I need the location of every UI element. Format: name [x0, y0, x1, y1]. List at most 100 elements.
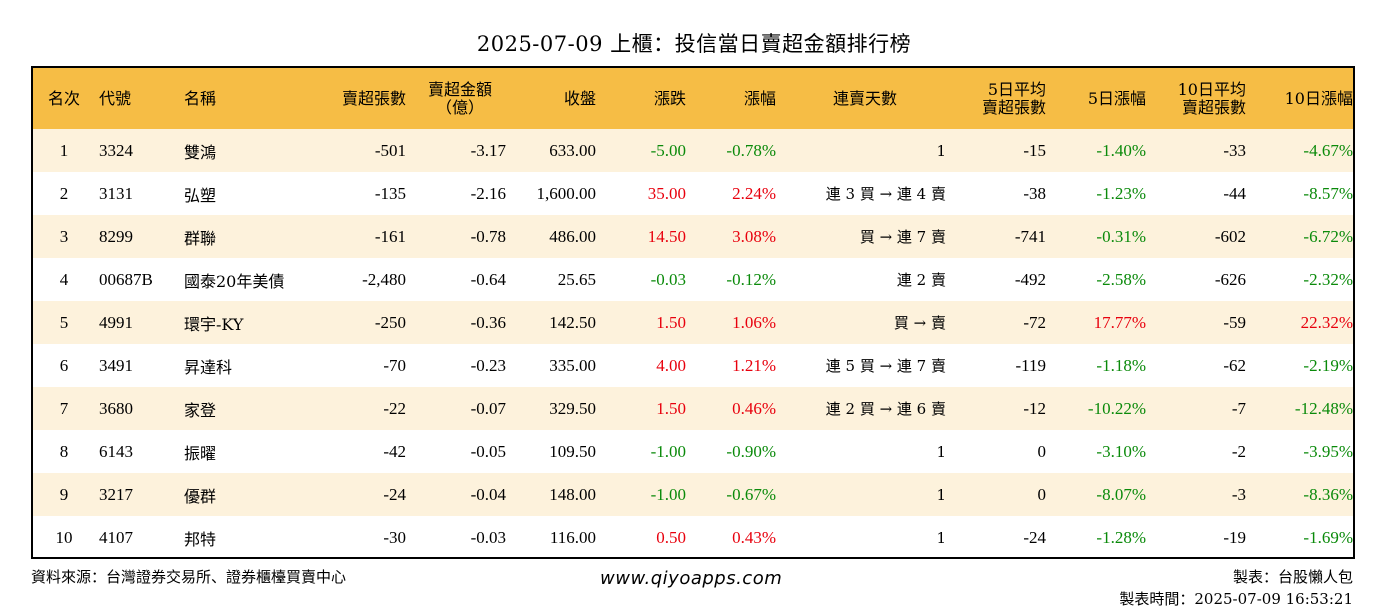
cell-avg10: -19	[1223, 527, 1246, 547]
cell-pct5: -2.58%	[1096, 269, 1146, 289]
cell-rank: 7	[59, 398, 69, 418]
table-row: 5 4991 環宇-KY -250 -0.36 142.50 1.50 1.06% 買 → 賣 -…	[33, 301, 1353, 344]
cell-close: 148.00	[549, 484, 596, 504]
cell-pct5: 17.77%	[1093, 312, 1146, 332]
cell-code: 3324	[99, 140, 133, 160]
cell-amount: -3.17	[470, 140, 506, 160]
cell-close: 633.00	[549, 140, 596, 160]
cell-shares: -24	[383, 484, 406, 504]
cell-pct5: -1.40%	[1096, 140, 1146, 160]
cell-pct5: -0.31%	[1096, 226, 1146, 246]
cell-shares: -42	[383, 441, 406, 461]
cell-shares: -250	[374, 312, 406, 332]
cell-pct10: -1.69%	[1303, 527, 1353, 547]
cell-shares: -22	[383, 398, 406, 418]
table-header-row: 名次 代號 名稱 賣超張數 賣超金額 （億） 收盤 漲跌 漲幅 連賣天數 5日平均…	[33, 68, 1353, 129]
website-link[interactable]: www.qiyoapps.com	[600, 568, 783, 589]
footer-credits: 製表：台股懶人包 製表時間：2025-07-09 16:53:21	[1119, 566, 1353, 610]
cell-pct5: -1.28%	[1096, 527, 1146, 547]
table-row: 1 3324 雙鴻 -501 -3.17 633.00 -5.00 -0.78% 1 -15 -1.…	[33, 129, 1353, 172]
cell-name: 昇達科	[184, 357, 233, 377]
cell-pct10: 22.32%	[1300, 312, 1353, 332]
cell-name: 國泰20年美債	[184, 271, 285, 291]
cell-avg10: -3	[1231, 484, 1246, 504]
cell-avg5: -12	[1023, 398, 1046, 418]
cell-shares: -30	[383, 527, 406, 547]
cell-pct10: -3.95%	[1303, 441, 1353, 461]
ranking-table-frame: 名次 代號 名稱 賣超張數 賣超金額 （億） 收盤 漲跌 漲幅 連賣天數 5日平均…	[31, 66, 1355, 559]
cell-code: 3131	[99, 183, 133, 203]
cell-close: 329.50	[549, 398, 596, 418]
table-row: 7 3680 家登 -22 -0.07 329.50 1.50 0.46% 連 2 買 → 連 …	[33, 387, 1353, 430]
cell-pct10: -12.48%	[1294, 398, 1353, 418]
cell-close: 25.65	[557, 269, 596, 289]
header-pct5: 5日漲幅	[1087, 88, 1146, 108]
cell-change: 1.50	[656, 312, 686, 332]
cell-shares: -2,480	[362, 269, 406, 289]
cell-pct10: -8.57%	[1303, 183, 1353, 203]
cell-close: 142.50	[549, 312, 596, 332]
cell-amount: -0.03	[470, 527, 506, 547]
cell-streak: 買 → 賣	[893, 314, 946, 332]
header-code: 代號	[99, 88, 132, 108]
cell-avg10: -602	[1214, 226, 1246, 246]
cell-avg5: -741	[1014, 226, 1046, 246]
header-avg5-line2: 賣超張數	[981, 97, 1046, 117]
cell-avg10: -2	[1231, 441, 1246, 461]
header-avg10-line1: 10日平均	[1177, 79, 1246, 99]
made-time: 製表時間：2025-07-09 16:53:21	[1119, 590, 1353, 608]
cell-change: 14.50	[647, 226, 686, 246]
header-pct10: 10日漲幅	[1284, 88, 1353, 108]
cell-pct10: -8.36%	[1303, 484, 1353, 504]
cell-change: -0.03	[650, 269, 686, 289]
cell-code: 4107	[99, 527, 133, 547]
cell-amount: -0.36	[470, 312, 506, 332]
cell-avg10: -62	[1223, 355, 1246, 375]
cell-streak: 1	[936, 442, 946, 461]
cell-name: 優群	[184, 486, 217, 506]
cell-code: 00687B	[99, 269, 153, 289]
header-avg10-line2: 賣超張數	[1181, 97, 1246, 117]
table-row: 4 00687B 國泰20年美債 -2,480 -0.64 25.65 -0.03 -0.12…	[33, 258, 1353, 301]
cell-pct: -0.12%	[726, 269, 776, 289]
table-row: 6 3491 昇達科 -70 -0.23 335.00 4.00 1.21% 連 5 買 → 連…	[33, 344, 1353, 387]
cell-pct: -0.90%	[726, 441, 776, 461]
cell-avg10: -59	[1223, 312, 1246, 332]
cell-pct: 3.08%	[732, 226, 776, 246]
cell-close: 486.00	[549, 226, 596, 246]
header-avg5: 5日平均 賣超張數	[950, 68, 1050, 129]
cell-change: 35.00	[647, 183, 686, 203]
cell-rank: 4	[59, 269, 69, 289]
cell-avg5: -38	[1023, 183, 1046, 203]
cell-pct: 2.24%	[732, 183, 776, 203]
cell-change: 4.00	[656, 355, 686, 375]
cell-avg10: -33	[1223, 140, 1246, 160]
cell-amount: -0.07	[470, 398, 506, 418]
cell-rank: 3	[59, 226, 69, 246]
cell-avg5: -492	[1014, 269, 1046, 289]
cell-name: 雙鴻	[184, 142, 217, 162]
cell-pct5: -3.10%	[1096, 441, 1146, 461]
cell-code: 3217	[99, 484, 133, 504]
cell-rank: 6	[59, 355, 69, 375]
cell-pct10: -2.19%	[1303, 355, 1353, 375]
cell-avg5: -15	[1023, 140, 1046, 160]
header-name: 名稱	[184, 88, 217, 108]
cell-change: -1.00	[650, 441, 686, 461]
header-pct: 漲幅	[743, 88, 776, 108]
cell-avg5: 0	[1037, 441, 1047, 461]
cell-rank: 8	[59, 441, 69, 461]
page-title: 2025-07-09 上櫃：投信當日賣超金額排行榜	[476, 32, 912, 56]
cell-change: -5.00	[650, 140, 686, 160]
cell-close: 1,600.00	[536, 183, 597, 203]
header-amount-line2: （億）	[435, 97, 484, 117]
cell-avg5: -72	[1023, 312, 1046, 332]
cell-change: -1.00	[650, 484, 686, 504]
header-shares: 賣超張數	[341, 88, 406, 108]
table-row: 10 4107 邦特 -30 -0.03 116.00 0.50 0.43% 1 -24 -1.28…	[33, 516, 1353, 557]
header-amount: 賣超金額 （億）	[410, 68, 510, 129]
cell-pct: 0.43%	[732, 527, 776, 547]
ranking-table: 名次 代號 名稱 賣超張數 賣超金額 （億） 收盤 漲跌 漲幅 連賣天數 5日平均…	[33, 68, 1353, 557]
cell-avg5: 0	[1037, 484, 1047, 504]
cell-shares: -161	[374, 226, 406, 246]
